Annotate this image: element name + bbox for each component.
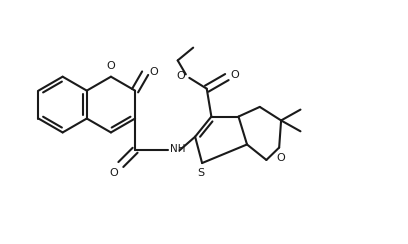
Text: O: O: [109, 168, 118, 178]
Text: O: O: [150, 67, 159, 77]
Text: O: O: [231, 70, 239, 80]
Text: O: O: [177, 71, 185, 81]
Text: O: O: [276, 153, 285, 163]
Text: NH: NH: [170, 144, 186, 154]
Text: O: O: [106, 61, 115, 71]
Text: S: S: [197, 168, 204, 178]
